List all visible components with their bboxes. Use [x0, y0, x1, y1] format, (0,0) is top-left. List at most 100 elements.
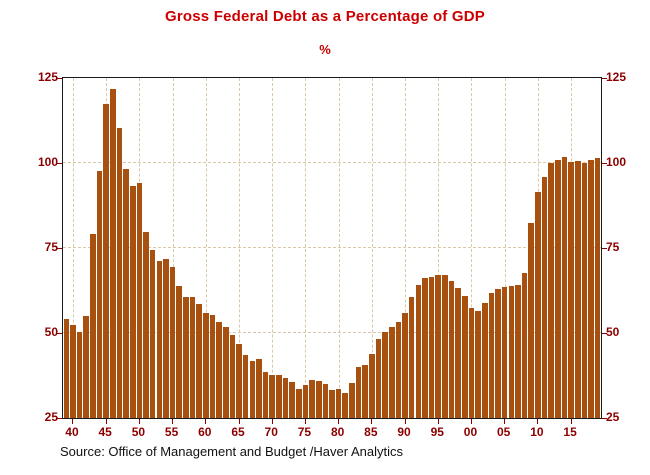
x-axis: 40 45 50 55 60 65 70 75 80 85 90 95 00 05 10 15: [62, 421, 600, 439]
x-tick-label: 10: [530, 425, 544, 439]
h-gridline: [63, 332, 601, 333]
bar-1996: [442, 274, 448, 418]
bar-1940: [70, 324, 76, 418]
bar-1941: [76, 331, 83, 418]
tick-mark-right: [602, 417, 607, 419]
tick-mark-bottom: [205, 419, 207, 424]
bar-1997: [448, 280, 455, 418]
y-tick-label-left: 50: [44, 325, 58, 339]
bar-1953: [156, 260, 163, 418]
v-gridline: [504, 78, 506, 418]
y-tick-label-right: 125: [606, 70, 627, 84]
bar-1977: [315, 381, 322, 418]
bar-1949: [129, 186, 136, 418]
tick-mark-left: [57, 247, 62, 249]
plot-area: [57, 77, 607, 424]
bar-1967: [249, 360, 256, 418]
tick-mark-right: [602, 162, 607, 164]
bar-2012: [548, 162, 554, 418]
bar-1974: [296, 388, 302, 418]
tick-mark-bottom: [437, 419, 439, 424]
x-tick-label: 80: [330, 425, 345, 439]
y-axis-right: 25 50 75 100 125: [606, 70, 640, 424]
x-tick-label: 45: [98, 425, 112, 439]
tick-mark-bottom: [105, 419, 107, 424]
bar-1952: [149, 250, 156, 418]
bar-1966: [242, 355, 249, 418]
bar-2010: [535, 192, 541, 418]
tick-mark-bottom: [537, 419, 539, 424]
bar-1959: [196, 304, 202, 418]
y-tick-label-left: 100: [37, 155, 58, 169]
bar-1965: [236, 343, 242, 418]
bar-1978: [322, 384, 329, 418]
bar-2009: [528, 222, 535, 418]
bar-1964: [229, 335, 236, 418]
bar-1939: [63, 319, 70, 418]
bar-2000: [468, 308, 475, 418]
bar-1976: [309, 379, 315, 418]
bar-1973: [289, 381, 295, 418]
bar-1991: [408, 296, 415, 418]
h-gridline: [63, 162, 601, 163]
tick-mark-left: [57, 417, 62, 419]
tick-mark-bottom: [271, 419, 273, 424]
tick-mark-left: [57, 77, 62, 79]
y-axis-left: 25 50 75 100 125: [24, 70, 58, 424]
tick-mark-bottom: [404, 419, 406, 424]
v-gridline: [338, 78, 340, 418]
v-gridline: [272, 78, 274, 418]
bar-1998: [455, 288, 461, 418]
y-tick-label-left: 75: [44, 240, 58, 254]
bar-2018: [588, 160, 594, 418]
x-tick-label: 90: [397, 425, 411, 439]
bar-1954: [163, 258, 169, 418]
x-tick-label: 50: [131, 425, 146, 439]
h-gridline: [63, 247, 601, 248]
bar-2005: [501, 287, 508, 418]
bar-1981: [342, 392, 349, 418]
bar-1975: [302, 385, 309, 418]
x-tick-label: 00: [463, 425, 478, 439]
bar-1948: [123, 169, 129, 418]
tick-mark-bottom: [138, 419, 140, 424]
bar-1980: [335, 389, 342, 418]
bar-2014: [561, 156, 568, 418]
bar-2001: [475, 311, 481, 418]
bar-1944: [96, 171, 103, 418]
bar-1994: [428, 276, 435, 418]
bar-1945: [103, 103, 109, 418]
chart-subtitle: %: [319, 42, 331, 57]
bar-1960: [203, 312, 209, 418]
bar-1951: [143, 232, 149, 418]
bar-2008: [521, 272, 528, 418]
tick-mark-bottom: [72, 419, 74, 424]
tick-mark-bottom: [304, 419, 306, 424]
bar-2003: [488, 293, 495, 418]
bar-1958: [189, 296, 196, 418]
bar-2004: [495, 288, 501, 418]
x-tick-label: 70: [264, 425, 278, 439]
v-gridline: [371, 78, 373, 418]
y-tick-label-right: 25: [606, 410, 620, 424]
x-tick-label: 60: [198, 425, 212, 439]
bar-1992: [415, 285, 422, 418]
bar-1984: [362, 364, 368, 418]
bar-1983: [355, 367, 362, 418]
y-tick-label-right: 50: [606, 325, 620, 339]
v-gridline: [205, 78, 207, 418]
v-gridline: [405, 78, 407, 418]
bar-2016: [574, 160, 581, 418]
bar-2015: [568, 162, 574, 418]
chart-title: Gross Federal Debt as a Percentage of GD…: [165, 8, 485, 25]
tick-mark-bottom: [470, 419, 472, 424]
tick-mark-right: [602, 332, 607, 334]
bar-1946: [110, 89, 116, 418]
y-tick-label-right: 75: [606, 240, 620, 254]
x-tick-label: 05: [497, 425, 511, 439]
tick-mark-bottom: [570, 419, 572, 424]
bar-1950: [136, 183, 143, 418]
v-gridline: [305, 78, 307, 418]
bar-2011: [541, 177, 548, 418]
bar-2006: [508, 285, 515, 418]
